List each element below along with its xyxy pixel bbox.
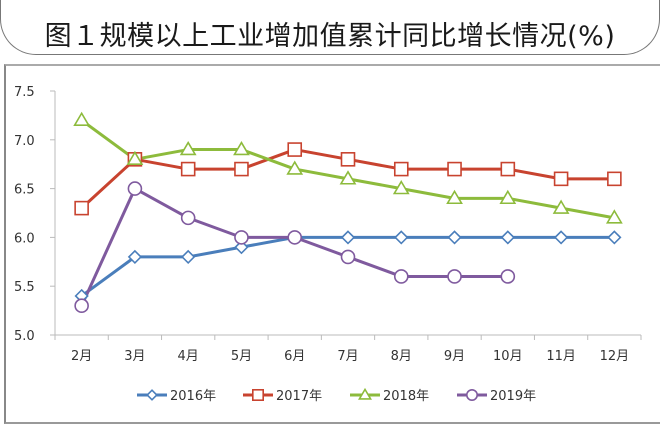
data-point <box>446 189 463 205</box>
legend-item: 2016年 <box>137 389 216 404</box>
legend-item: 2019年 <box>457 388 536 404</box>
x-tick-label: 2月 <box>71 349 92 364</box>
data-point <box>340 249 356 265</box>
data-point <box>340 152 356 167</box>
legend-label: 2016年 <box>170 389 216 404</box>
x-tick-label: 11月 <box>546 349 576 364</box>
data-point <box>393 161 409 177</box>
data-point <box>552 199 570 214</box>
data-point <box>179 140 197 156</box>
data-point <box>447 269 462 284</box>
legend-marker <box>358 387 372 400</box>
data-point <box>394 230 409 245</box>
data-point <box>234 240 249 255</box>
legend-label: 2019年 <box>490 389 536 404</box>
data-point <box>340 230 356 245</box>
data-point <box>127 249 143 265</box>
legend-label: 2017年 <box>276 389 322 404</box>
data-point <box>181 249 196 265</box>
series-markers <box>73 111 623 314</box>
data-point <box>393 269 409 284</box>
data-point <box>286 160 304 175</box>
series-lines <box>80 119 615 307</box>
data-point <box>233 140 250 156</box>
data-point <box>607 230 622 245</box>
title-banner <box>0 0 660 55</box>
data-point <box>447 161 462 177</box>
data-point <box>447 230 462 245</box>
data-point <box>126 150 144 166</box>
y-tick-label: 5.5 <box>14 280 35 295</box>
data-point <box>605 209 623 224</box>
data-point <box>500 269 516 284</box>
data-point <box>499 189 517 205</box>
series-line-2016年 <box>80 235 615 298</box>
data-point <box>500 230 515 245</box>
data-point <box>234 161 249 177</box>
legend-marker <box>146 389 158 401</box>
data-point <box>287 142 303 157</box>
x-tick-label: 10月 <box>493 349 523 364</box>
legend-item: 2018年 <box>350 387 429 404</box>
x-tick-label: 12月 <box>600 349 630 364</box>
data-point <box>74 200 89 216</box>
data-point <box>500 161 516 177</box>
y-tick-labels: 5.0 5.5 6.0 6.5 7.0 7.5 <box>14 85 35 344</box>
x-tick-label: 5月 <box>231 349 252 364</box>
legend-marker <box>252 388 265 401</box>
x-tick-label: 9月 <box>444 349 465 364</box>
chart-frame <box>4 64 660 424</box>
x-tick-label: 6月 <box>284 349 305 364</box>
data-point <box>73 111 91 126</box>
y-tick-label: 6.0 <box>14 231 35 246</box>
data-point <box>74 298 89 314</box>
data-point <box>339 170 357 185</box>
legend-label: 2018年 <box>383 389 429 404</box>
data-point <box>392 180 410 195</box>
legend: 2016年 2017年 2018年 2019年 <box>137 387 536 404</box>
axes <box>50 90 642 340</box>
data-point <box>607 171 622 187</box>
x-tick-label: 3月 <box>124 349 145 364</box>
y-tick-label: 5.0 <box>14 329 35 344</box>
legend-item: 2017年 <box>243 388 322 404</box>
x-tick-label: 8月 <box>391 349 412 364</box>
y-tick-label: 7.5 <box>14 85 35 100</box>
y-tick-label: 7.0 <box>14 134 35 149</box>
series-line-2019年 <box>80 187 508 307</box>
data-point <box>180 210 196 226</box>
data-point <box>553 230 569 245</box>
chart-title: 图１规模以上工业增加值累计同比增长情况(%) <box>44 21 616 52</box>
x-tick-label: 4月 <box>178 349 199 364</box>
data-point <box>553 171 569 187</box>
data-point <box>234 230 249 245</box>
x-tick-label: 7月 <box>337 349 358 364</box>
data-point <box>127 181 143 196</box>
y-tick-label: 6.5 <box>14 183 35 198</box>
legend-marker <box>465 388 478 401</box>
data-point <box>287 230 303 245</box>
data-point <box>180 161 196 177</box>
x-tick-labels: 2月 3月 4月 5月 6月 7月 8月 9月 10月 11月 12月 <box>71 349 629 364</box>
